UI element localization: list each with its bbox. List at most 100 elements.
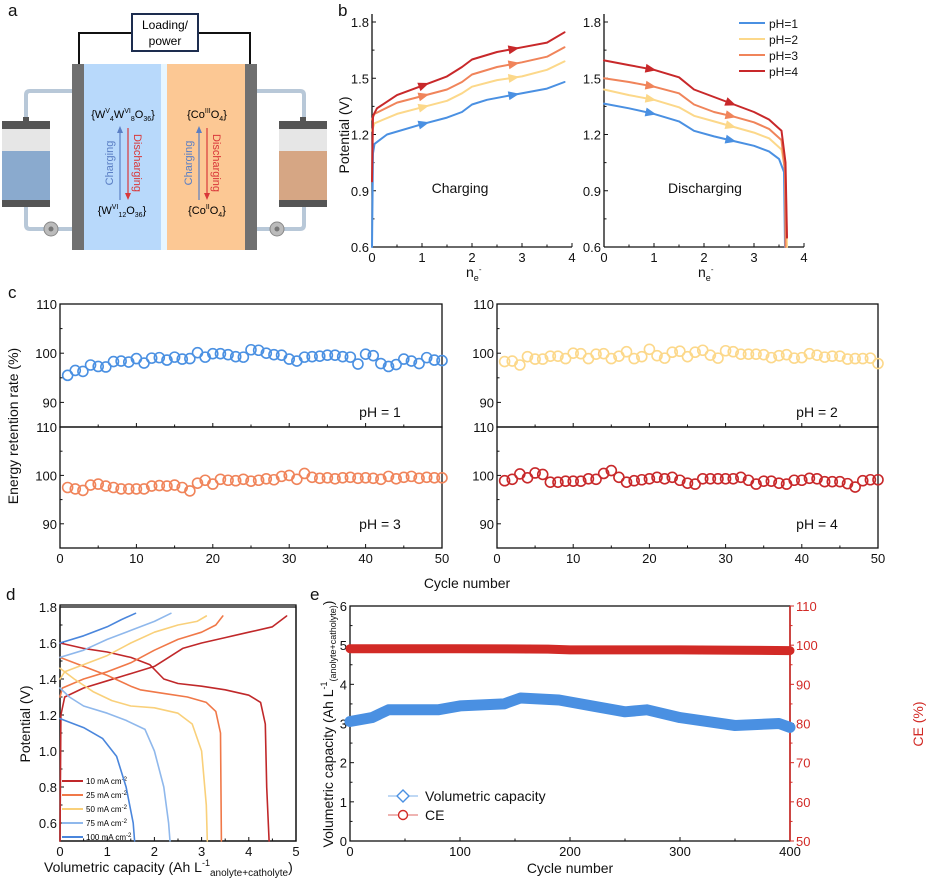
data-point xyxy=(298,351,311,363)
y-tick-label: 2 xyxy=(340,756,347,771)
data-point xyxy=(306,350,318,363)
data-point xyxy=(283,353,296,365)
legend-label: CE xyxy=(425,807,444,823)
data-point xyxy=(757,475,770,488)
c-xlabel: Cycle number xyxy=(424,575,511,591)
c-2-axes: 90 100 110 xyxy=(472,297,879,428)
data-point xyxy=(115,355,127,367)
data-point xyxy=(214,473,227,486)
x-tick-label: 10 xyxy=(129,551,143,566)
data-point xyxy=(834,475,846,488)
x-tick-label: 0 xyxy=(56,844,63,859)
y-tick-label: 1.5 xyxy=(351,71,369,86)
x-tick-label: 40 xyxy=(795,551,809,566)
data-point xyxy=(405,355,418,367)
y-right-tick-label: 90 xyxy=(796,677,810,692)
data-point xyxy=(773,477,785,489)
charge-curve xyxy=(59,615,208,680)
c-3-axes: 0 10 20 30 40 50 90 100 110 xyxy=(35,420,449,566)
data-point xyxy=(252,474,265,487)
data-point xyxy=(521,350,534,363)
y-tick-label: 1.8 xyxy=(583,15,601,30)
d-xlabel: Volumetric capacity (Ah L-1anolyte+catho… xyxy=(44,858,293,879)
x-tick-label: 400 xyxy=(779,844,801,859)
data-point xyxy=(352,358,364,370)
data-point xyxy=(367,472,380,485)
anolyte-tank xyxy=(2,117,50,207)
data-point xyxy=(207,347,219,360)
data-point xyxy=(390,472,402,485)
data-point xyxy=(153,351,166,364)
legend-label-text: 50 mA cm xyxy=(86,805,122,814)
data-point xyxy=(268,348,280,361)
data-point xyxy=(750,478,762,490)
discharge-curve xyxy=(59,687,171,842)
data-point xyxy=(329,349,341,361)
data-point xyxy=(397,471,410,484)
legend-label-exponent: -2 xyxy=(126,833,132,839)
data-point xyxy=(818,351,831,363)
data-point xyxy=(306,471,318,484)
arrow-head xyxy=(117,126,123,133)
data-point xyxy=(597,467,610,480)
data-point xyxy=(92,478,104,490)
data-point xyxy=(811,349,823,361)
data-point xyxy=(321,349,334,361)
x-tick-label: 3 xyxy=(518,250,525,265)
ph-label: pH = 2 xyxy=(796,404,838,420)
panel-letter-d: d xyxy=(6,585,15,604)
y-tick-label: 1.8 xyxy=(39,600,57,615)
d-ylabel: Potential (V) xyxy=(17,685,33,762)
data-point xyxy=(628,352,640,365)
discharging-curve-pH=2 xyxy=(603,88,788,248)
y-right-tick-label: 50 xyxy=(796,834,810,849)
x-tick-label: 1 xyxy=(104,844,111,859)
charge-curve xyxy=(59,612,172,659)
panel-letter-c: c xyxy=(8,283,17,302)
data-point xyxy=(77,365,89,378)
data-point xyxy=(575,475,587,488)
y-right-tick-label: 100 xyxy=(796,638,818,653)
b-discharging-xlabel: ne- xyxy=(698,264,714,283)
data-point xyxy=(567,475,580,488)
data-point xyxy=(313,472,326,485)
x-tick-label: 0 xyxy=(346,844,353,859)
x-tick-label: 10 xyxy=(566,551,580,566)
data-point xyxy=(590,473,602,486)
data-point xyxy=(712,352,724,364)
data-point xyxy=(352,472,364,485)
discharging-curve-pH=4 xyxy=(603,59,788,239)
b-charging-title: Charging xyxy=(432,180,489,196)
y-tick-label: 6 xyxy=(340,599,347,614)
e-xlabel: Cycle number xyxy=(527,860,614,876)
y-tick-label: 0.9 xyxy=(583,184,601,199)
data-point xyxy=(344,471,357,484)
data-point xyxy=(735,348,747,360)
positive-electrode xyxy=(245,64,257,250)
x-tick-label: 50 xyxy=(435,551,449,566)
data-point xyxy=(765,351,778,364)
data-point xyxy=(184,352,196,365)
x-tick-label: 2 xyxy=(468,250,475,265)
data-point xyxy=(826,475,839,488)
x-tick-label: 30 xyxy=(282,551,296,566)
data-point xyxy=(61,481,74,494)
ph-label: pH = 3 xyxy=(359,516,401,532)
data-point xyxy=(651,349,663,362)
c-ylabel: Energy retention rate (%) xyxy=(5,348,21,504)
legend-label-exponent: -2 xyxy=(122,819,128,825)
b-discharging-axes: 0 1 2 3 4 0.6 0.9 1.2 1.5 1.8 xyxy=(583,14,808,265)
y-tick-label: 0.6 xyxy=(351,240,369,255)
data-point xyxy=(382,470,395,483)
x-tick-label: 300 xyxy=(669,844,691,859)
data-point xyxy=(336,350,349,363)
data-point xyxy=(69,364,82,377)
battery-diagram: Loading/ power {WV4WVI8O36} xyxy=(2,13,327,250)
data-point xyxy=(145,480,158,492)
data-point xyxy=(229,350,242,363)
e-ylabel-right: CE (%) xyxy=(910,701,926,746)
data-point xyxy=(536,468,549,481)
data-point xyxy=(864,473,877,486)
charging-curve-pH=2 xyxy=(371,60,566,132)
data-point xyxy=(696,472,709,485)
